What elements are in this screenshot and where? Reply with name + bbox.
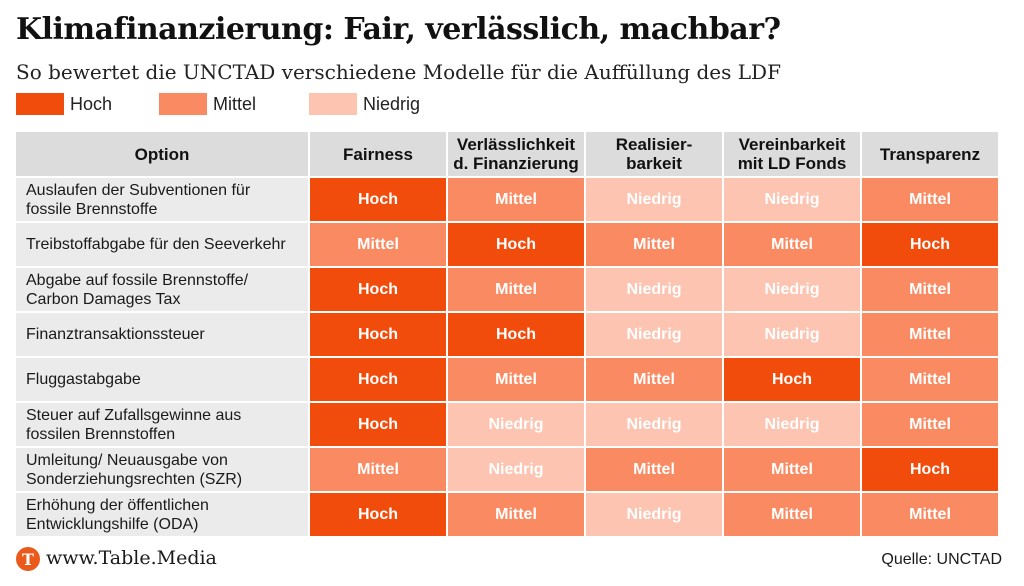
rating-cell-mittel: Mittel: [862, 268, 998, 311]
rating-cell-hoch: Hoch: [862, 223, 998, 266]
rating-cell-hoch: Hoch: [448, 313, 584, 356]
rating-cell-mittel: Mittel: [586, 358, 722, 401]
row-label-line: fossilen Brennstoffen: [26, 425, 176, 443]
rating-cell-mittel: Mittel: [862, 178, 998, 221]
rating-cell-hoch: Hoch: [310, 313, 446, 356]
rating-cell-niedrig: Niedrig: [448, 403, 584, 446]
rating-cell-mittel: Mittel: [862, 313, 998, 356]
column-header-line: Realisier-: [615, 135, 693, 154]
rating-cell-mittel: Mittel: [448, 358, 584, 401]
footer-site: www.Table.Media: [46, 547, 217, 569]
rating-cell-mittel: Mittel: [862, 403, 998, 446]
rating-cell-mittel: Mittel: [586, 223, 722, 266]
column-header-realisier-barkeit: Realisier-barkeit: [586, 132, 722, 176]
row-label-fluggastabgabe: Fluggastabgabe: [16, 358, 308, 401]
rating-cell-mittel: Mittel: [586, 448, 722, 491]
header-option: Option: [16, 132, 308, 176]
rating-cell-hoch: Hoch: [448, 223, 584, 266]
rating-cell-niedrig: Niedrig: [586, 178, 722, 221]
column-header-fairness: Fairness: [310, 132, 446, 176]
legend-item-mittel: Mittel: [159, 93, 256, 115]
rating-cell-mittel: Mittel: [448, 268, 584, 311]
legend-label-hoch: Hoch: [70, 93, 113, 114]
rating-cell-niedrig: Niedrig: [724, 403, 860, 446]
legend-label-niedrig: Niedrig: [363, 93, 421, 114]
column-header-verlasslichkeit-d-finanzierung: Verlässlichkeit d. Finanzierung: [448, 132, 584, 176]
row-label-steuer-auf-zufallsgewinne-aus-fossilen-brennstoffen: Steuer auf Zufallsgewinne aus fossilen Br…: [16, 403, 308, 446]
legend-swatch-mittel: [159, 93, 207, 115]
row-label-line: Auslaufen der Subventionen für: [26, 181, 251, 199]
rating-cell-niedrig: Niedrig: [586, 313, 722, 356]
legend-item-niedrig: Niedrig: [309, 93, 420, 115]
row-label-abgabe-auf-fossile-brennstoffe-carbon-damages-tax: Abgabe auf fossile Brennstoffe/Carbon Da…: [16, 268, 308, 311]
rating-cell-mittel: Mittel: [310, 223, 446, 266]
row-label-line: Fluggastabgabe: [26, 371, 141, 388]
rating-cell-hoch: Hoch: [862, 448, 998, 491]
row-label-line: Finanztransaktionssteuer: [26, 326, 205, 343]
rating-table: Option Fairness Verlässlichkeit d. Finanzie…: [16, 132, 1002, 538]
row-label-line: Treibstoffabgabe für den Seeverkehr: [26, 236, 286, 253]
column-header-line: barkeit: [626, 154, 682, 173]
row-label-line: Carbon Damages Tax: [26, 290, 181, 308]
column-header-vereinbarkeit-mit-ld-fonds: Vereinbarkeit mit LD Fonds: [724, 132, 860, 176]
rating-cell-niedrig: Niedrig: [586, 493, 722, 536]
column-header-line: Vereinbarkeit: [738, 135, 846, 154]
rating-cell-niedrig: Niedrig: [586, 268, 722, 311]
row-label-umleitung-neuausgabe-von-sonderziehungsrechten-szr: Umleitung/ Neuausgabe von Sonderziehungsr…: [16, 448, 308, 491]
row-label-line: Sonderziehungsrechten (SZR): [26, 470, 243, 488]
rating-cell-niedrig: Niedrig: [586, 403, 722, 446]
rating-cell-niedrig: Niedrig: [448, 448, 584, 491]
rating-cell-hoch: Hoch: [724, 358, 860, 401]
rating-cell-hoch: Hoch: [310, 403, 446, 446]
row-label-treibstoffabgabe-fur-den-seeverkehr: Treibstoffabgabe für den Seeverkehr: [16, 223, 308, 266]
row-label-line: fossile Brennstoffe: [26, 200, 158, 218]
chart-title: Klimafinanzierung: Fair, verlässlich, ma…: [16, 12, 781, 47]
rating-cell-hoch: Hoch: [310, 268, 446, 311]
rating-cell-mittel: Mittel: [448, 493, 584, 536]
rating-cell-mittel: Mittel: [724, 448, 860, 491]
row-label-line: Steuer auf Zufallsgewinne aus: [26, 406, 242, 424]
row-label-finanztransaktionssteuer: Finanztransaktionssteuer: [16, 313, 308, 356]
column-header-line: d. Finanzierung: [453, 154, 579, 173]
legend-swatch-niedrig: [309, 93, 357, 115]
row-label-line: Umleitung/ Neuausgabe von: [26, 451, 228, 469]
row-label-erhohung-der-offentlichen-entwicklungshilfe-oda: Erhöhung der öffentlichen Entwicklungshil…: [16, 493, 308, 536]
rating-cell-mittel: Mittel: [862, 493, 998, 536]
column-header-line: Verlässlichkeit: [456, 135, 576, 154]
rating-cell-mittel: Mittel: [310, 448, 446, 491]
footer-source: Quelle: UNCTAD: [881, 551, 1002, 568]
table-media-logo-icon: T: [16, 547, 40, 571]
rating-cell-mittel: Mittel: [724, 223, 860, 266]
column-header-line: Transparenz: [879, 144, 981, 164]
rating-cell-hoch: Hoch: [310, 358, 446, 401]
rating-cell-hoch: Hoch: [310, 178, 446, 221]
row-label-line: Erhöhung der öffentlichen: [26, 496, 209, 514]
rating-cell-niedrig: Niedrig: [724, 268, 860, 311]
chart-subtitle: So bewertet die UNCTAD verschiedene Mode…: [16, 60, 781, 84]
column-header-line: mit LD Fonds: [737, 154, 847, 173]
row-label-auslaufen-der-subventionen-fur-fossile-brennstoffe: Auslaufen der Subventionen für fossile Br…: [16, 178, 308, 221]
rating-cell-hoch: Hoch: [310, 493, 446, 536]
rating-cell-niedrig: Niedrig: [724, 178, 860, 221]
rating-cell-mittel: Mittel: [724, 493, 860, 536]
column-header-transparenz: Transparenz: [862, 132, 998, 176]
legend-label-mittel: Mittel: [213, 93, 257, 114]
rating-cell-niedrig: Niedrig: [724, 313, 860, 356]
legend-swatch-hoch: [16, 93, 64, 115]
column-header-line: Fairness: [343, 144, 413, 164]
rating-cell-mittel: Mittel: [862, 358, 998, 401]
row-label-line: Abgabe auf fossile Brennstoffe/: [26, 271, 249, 289]
row-label-line: Entwicklungshilfe (ODA): [26, 515, 199, 533]
legend-item-hoch: Hoch: [16, 93, 112, 115]
rating-cell-mittel: Mittel: [448, 178, 584, 221]
